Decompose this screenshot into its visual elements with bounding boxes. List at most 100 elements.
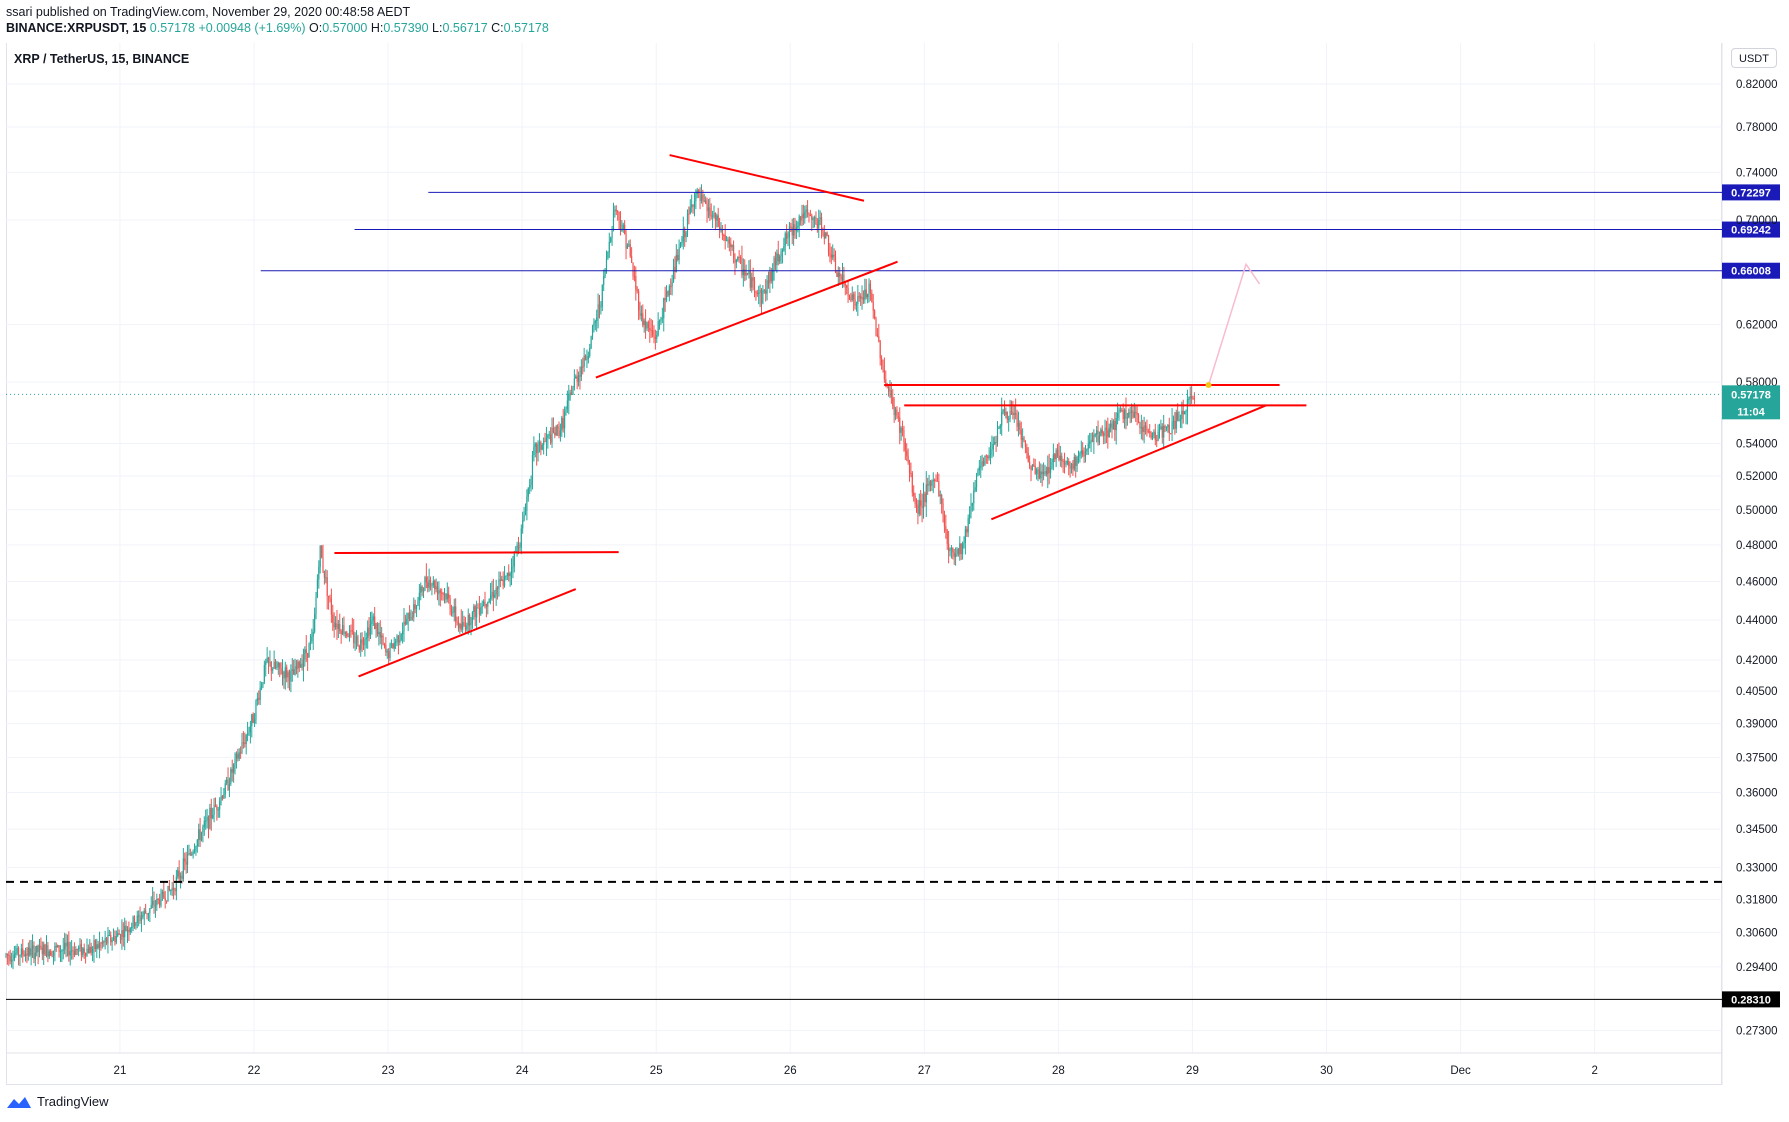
trendline: [595, 260, 898, 379]
close-label: C:: [491, 21, 504, 35]
candle-body: [1122, 410, 1124, 420]
candle-body: [900, 428, 902, 433]
candle-body: [644, 320, 647, 329]
symbol-line: BINANCE:XRPUSDT, 15 0.57178 +0.00948 (+1…: [6, 20, 549, 36]
candle-body: [1049, 467, 1052, 473]
candle-body: [457, 622, 460, 629]
candle-body: [749, 270, 751, 288]
candle-body: [167, 885, 169, 902]
candle-body: [638, 291, 640, 311]
candle-body: [1065, 463, 1067, 465]
candle-body: [248, 732, 250, 734]
candle-body: [932, 479, 934, 482]
candle-body: [156, 899, 158, 906]
candle-body: [615, 209, 617, 212]
candle-body: [908, 462, 911, 474]
candle-body: [379, 631, 381, 638]
candle-body: [799, 216, 802, 221]
candle-body: [811, 215, 813, 220]
candle-body: [971, 503, 973, 506]
candle-body: [344, 632, 346, 634]
symbol-name[interactable]: BINANCE:XRPUSDT, 15: [6, 21, 147, 35]
candle-body: [1182, 410, 1184, 415]
candle-body: [654, 336, 656, 339]
candle-body: [466, 625, 468, 630]
y-tick-label: 0.36000: [1736, 788, 1778, 800]
candle-body: [809, 214, 811, 216]
candle-body: [9, 956, 11, 962]
candle-body: [1010, 411, 1013, 413]
candle-body: [603, 275, 605, 285]
candle-body: [716, 215, 718, 221]
candle-body: [422, 590, 425, 592]
candle-body: [196, 839, 198, 847]
candle-body: [34, 952, 36, 959]
candle-body: [689, 207, 691, 214]
candle-body: [1031, 464, 1034, 471]
candle-body: [823, 232, 825, 239]
candle-body: [312, 631, 314, 637]
candle-body: [1125, 409, 1127, 418]
currency-badge[interactable]: USDT: [1731, 48, 1777, 68]
candle-body: [1191, 396, 1193, 398]
x-tick-label: 23: [382, 1065, 395, 1077]
candle-body: [489, 594, 492, 599]
candle-body: [854, 299, 856, 306]
candle-body: [65, 942, 67, 947]
candle-body: [17, 947, 20, 957]
candle-body: [839, 272, 841, 277]
candle-body: [110, 934, 112, 943]
candle-body: [601, 284, 603, 307]
candle-body: [353, 631, 355, 643]
candle-body: [738, 257, 740, 259]
tradingview-logo[interactable]: TradingView: [6, 1094, 109, 1109]
candle-body: [140, 917, 143, 921]
candle-body: [83, 948, 85, 954]
candle-body: [407, 612, 409, 619]
candle-body: [1026, 447, 1028, 453]
candle-body: [199, 829, 201, 841]
trendline: [990, 404, 1267, 521]
candle-body: [1139, 422, 1141, 429]
candle-body: [200, 832, 203, 841]
chart-legend-title: XRP / TetherUS, 15, BINANCE: [14, 52, 190, 66]
candle-body: [203, 820, 205, 828]
candle-body: [470, 623, 472, 626]
candle-body: [538, 441, 541, 445]
candle-body: [1052, 454, 1054, 463]
candle-body: [566, 400, 568, 409]
level-price-label: 0.69242: [1731, 225, 1771, 237]
candle-body: [481, 606, 483, 608]
candle-body: [781, 250, 784, 252]
candle-body: [756, 292, 758, 294]
candle-body: [770, 271, 772, 282]
candle-body: [182, 858, 184, 879]
candle-body: [393, 642, 395, 649]
candle-body: [304, 649, 306, 660]
candle-body: [1153, 431, 1155, 436]
candle-body: [1167, 424, 1169, 428]
candle-body: [505, 575, 507, 577]
candle-body: [679, 243, 682, 248]
candle-body: [709, 207, 711, 216]
candle-body: [104, 938, 106, 943]
candle-body: [231, 769, 233, 773]
candle-body: [178, 870, 180, 879]
candle-body: [429, 579, 432, 587]
candle-body: [118, 933, 120, 935]
candle-body: [677, 254, 679, 260]
candle-body: [717, 215, 719, 227]
candle-body: [1015, 413, 1017, 415]
candle-body: [973, 490, 975, 504]
candle-body: [642, 313, 644, 326]
candle-body: [452, 612, 454, 614]
candle-body: [477, 607, 479, 609]
candle-body: [1161, 426, 1163, 438]
candle-body: [731, 245, 733, 248]
candle-body: [235, 753, 238, 759]
candle-body: [459, 623, 461, 629]
candle-body: [707, 207, 710, 211]
candle-body: [858, 296, 860, 298]
candle-body: [358, 646, 360, 650]
